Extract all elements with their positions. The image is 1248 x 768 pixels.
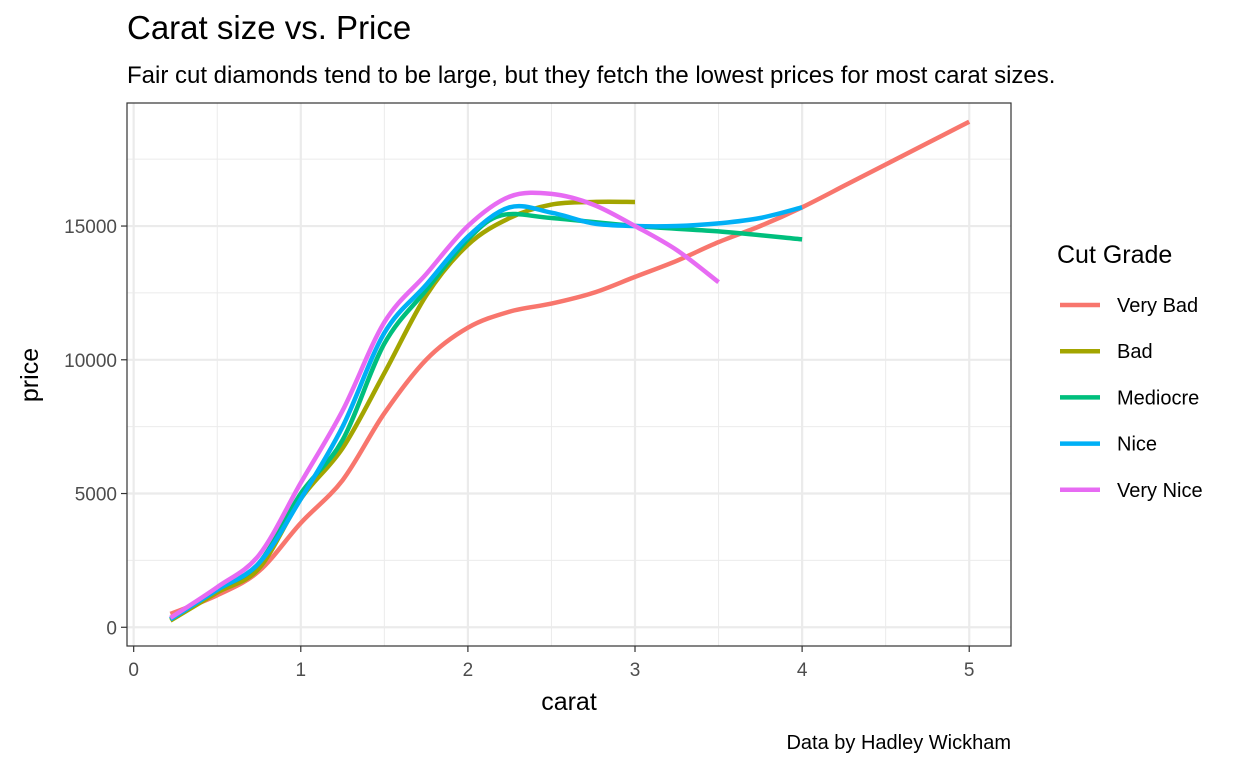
plot-panel-border bbox=[126, 102, 1012, 647]
series-line-nice bbox=[169, 203, 803, 622]
series-line-very-bad bbox=[169, 119, 971, 616]
x-tick-label: 2 bbox=[463, 660, 474, 681]
legend-label-very-bad: Very Bad bbox=[1117, 295, 1198, 317]
x-tick-label: 4 bbox=[797, 660, 808, 681]
legend-label-very-nice: Very Nice bbox=[1117, 480, 1203, 502]
y-tick-label: 10000 bbox=[64, 351, 117, 372]
series-line-very-nice bbox=[169, 190, 720, 620]
x-tick-label: 0 bbox=[128, 660, 139, 681]
chart-title: Carat size vs. Price bbox=[127, 9, 411, 46]
y-axis-title: price bbox=[16, 348, 44, 402]
x-tick-label: 1 bbox=[296, 660, 307, 681]
series-line-bad bbox=[169, 199, 636, 623]
x-axis-title: carat bbox=[541, 688, 597, 716]
legend-label-bad: Bad bbox=[1117, 341, 1153, 363]
y-tick-label: 15000 bbox=[64, 217, 117, 238]
legend-items: Very Bad Bad Mediocre Nice Very Nice bbox=[1060, 295, 1203, 502]
x-tick-label: 3 bbox=[630, 660, 641, 681]
chart-subtitle: Fair cut diamonds tend to be large, but … bbox=[127, 62, 1055, 89]
legend-label-mediocre: Mediocre bbox=[1117, 387, 1199, 409]
series-lines bbox=[169, 119, 971, 623]
grid-lines bbox=[127, 103, 1011, 646]
y-tick-label: 5000 bbox=[75, 485, 117, 506]
x-tick-label: 5 bbox=[964, 660, 975, 681]
x-axis-ticks: 0 1 2 3 4 5 bbox=[128, 646, 975, 681]
legend-label-nice: Nice bbox=[1117, 434, 1157, 456]
chart-caption: Data by Hadley Wickham bbox=[786, 732, 1011, 754]
y-tick-label: 0 bbox=[106, 618, 117, 639]
legend: Cut Grade Very Bad Bad Mediocre Nice Very Ni… bbox=[1057, 241, 1203, 502]
y-axis-ticks: 0 5000 10000 15000 bbox=[64, 217, 127, 639]
legend-title: Cut Grade bbox=[1057, 241, 1172, 269]
